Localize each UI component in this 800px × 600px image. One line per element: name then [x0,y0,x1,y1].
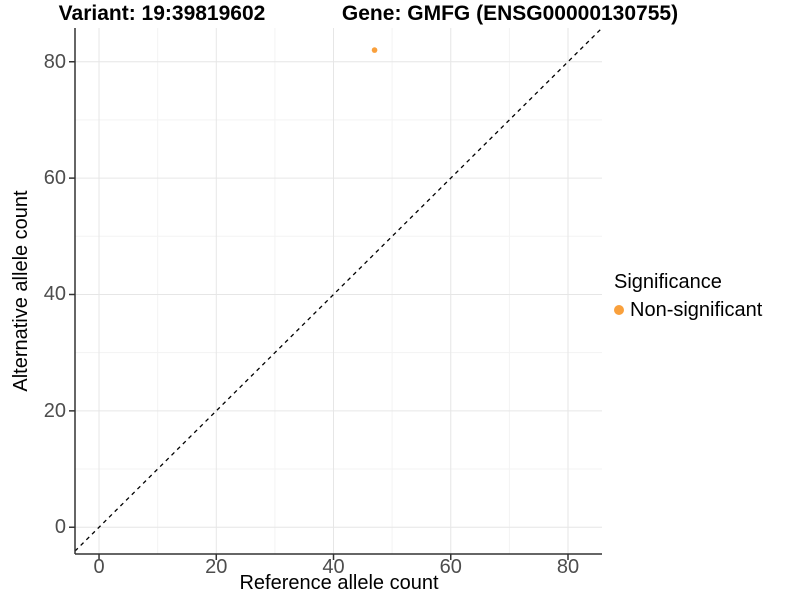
legend-item: Non-significant [614,299,762,321]
x-tick-label: 20 [205,556,228,578]
x-tick-label: 60 [439,556,462,578]
plot-title-gene: Gene: GMFG (ENSG00000130755) [341,2,679,25]
x-tick-label: 80 [556,556,580,578]
identity-line [74,27,603,552]
legend-title: Significance [614,271,722,293]
x-tick-label: 0 [93,556,105,578]
y-axis-title: Alternative allele count [10,190,32,392]
legend-items: Non-significant [614,299,762,321]
y-tick-label: 80 [43,50,66,73]
y-tick-label: 60 [43,167,66,190]
x-axis-title: Reference allele count [239,572,439,594]
legend: Significance Non-significant [614,271,762,321]
x-tick-label: 40 [322,556,345,578]
y-tick-label: 0 [54,516,66,539]
data-point [371,47,378,53]
legend-item-label: Non-significant [630,299,763,321]
y-tick-label: 20 [43,399,66,422]
plot-title-variant: Variant: 19:39819602 [58,2,266,25]
y-tick-label: 40 [43,283,66,306]
legend-dot-icon [614,305,624,315]
